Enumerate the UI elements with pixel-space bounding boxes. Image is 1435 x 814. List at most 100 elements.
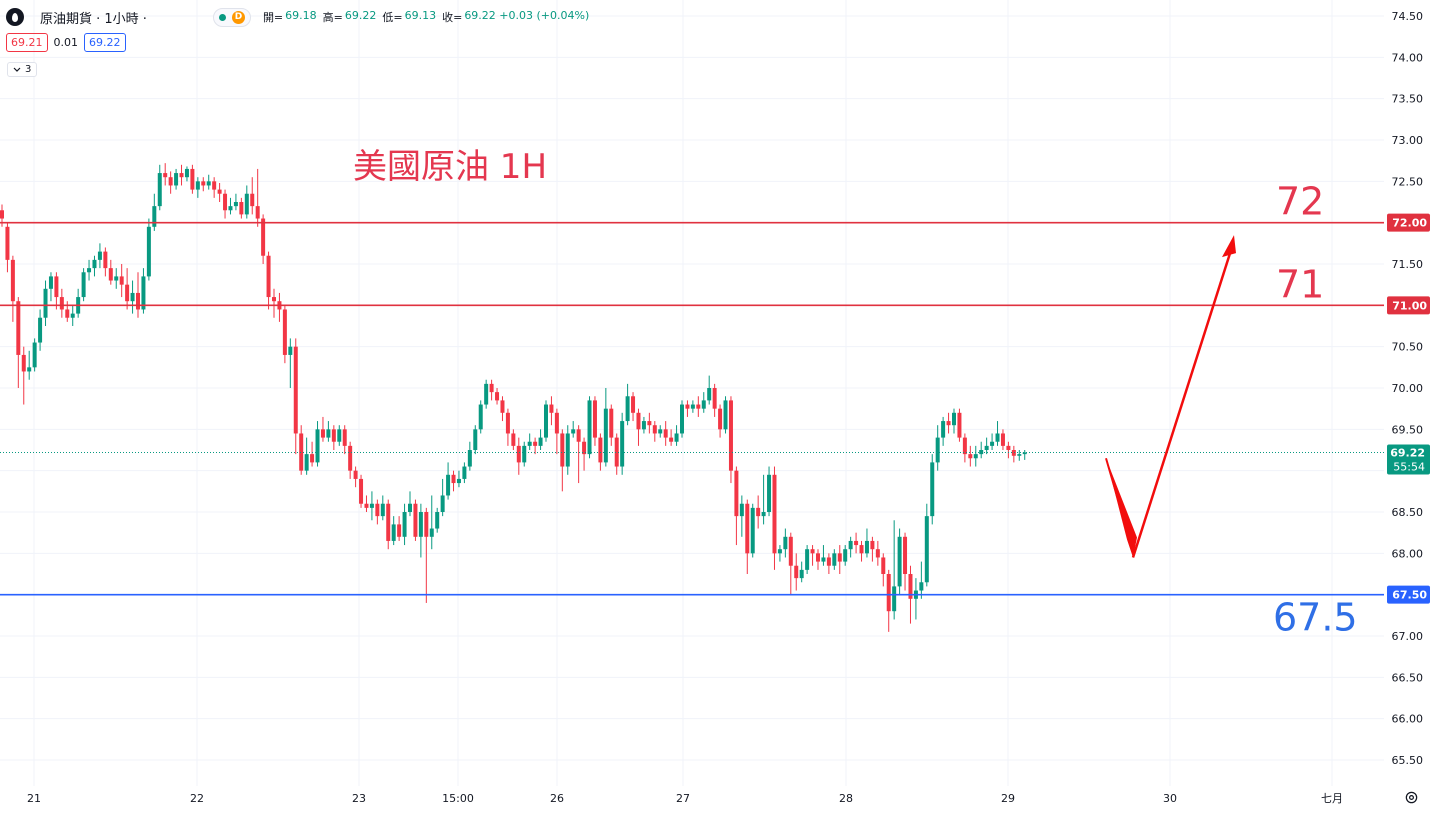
- candle-body: [816, 553, 820, 562]
- candle-body: [315, 429, 320, 463]
- last-price-label: 69.22: [1390, 446, 1425, 459]
- high-label: 高=: [322, 11, 343, 24]
- candle-body: [369, 503, 374, 508]
- ohlc-legend: 開= 69.18 高= 69.22 低= 69.13 收= 69.22 +0.03 (+…: [263, 9, 593, 25]
- horizontal-lines: [0, 221, 1384, 596]
- chevron-down-icon: [13, 67, 21, 72]
- candle-body: [783, 536, 788, 550]
- x-tick-label: 23: [352, 792, 366, 805]
- y-tick-label: 65.50: [1392, 754, 1424, 767]
- candle-body: [870, 540, 875, 550]
- x-tick-label: 22: [190, 792, 204, 805]
- candle-body: [467, 450, 472, 467]
- candle-body: [897, 536, 902, 587]
- candle-body: [244, 193, 249, 215]
- candle-body: [103, 251, 108, 269]
- candle-body: [348, 445, 353, 471]
- candle-body: [168, 177, 173, 186]
- candle-body: [777, 549, 782, 554]
- candle-body: [924, 516, 929, 583]
- market-open-dot: [218, 13, 226, 21]
- candle-body: [440, 495, 445, 512]
- x-tick-label: 七月: [1321, 792, 1343, 805]
- candle-body: [794, 565, 799, 579]
- candle-body: [995, 433, 1000, 442]
- candle-body: [359, 478, 364, 504]
- y-tick-label: 68.00: [1392, 547, 1424, 560]
- candle-body: [598, 437, 603, 463]
- settings-icon[interactable]: [1404, 790, 1419, 805]
- candle-body: [620, 421, 625, 467]
- candle-body: [701, 400, 706, 409]
- candle-body: [788, 536, 793, 566]
- candle-body: [663, 429, 668, 438]
- high-value: 69.22: [344, 9, 377, 22]
- candle-body: [386, 503, 391, 541]
- countdown-label: 55:54: [1393, 460, 1425, 473]
- y-tick-label: 70.00: [1392, 382, 1424, 395]
- candle-body: [10, 259, 15, 302]
- candle-body: [723, 400, 728, 430]
- sell-price-button[interactable]: 69.21: [6, 33, 48, 52]
- candle-body: [282, 309, 287, 355]
- indicators-toggle-button[interactable]: 3: [7, 62, 38, 77]
- candle-body: [424, 512, 429, 537]
- candle-body: [190, 168, 195, 190]
- price-axis[interactable]: 74.50 74.00 73.50 73.00 72.50 72.00 71.50 71.00…: [1387, 10, 1430, 767]
- market-status-pill[interactable]: D: [212, 7, 251, 27]
- candle-body: [233, 202, 238, 207]
- candle-body: [761, 512, 766, 517]
- candle-body: [952, 412, 956, 426]
- candle-body: [212, 181, 217, 190]
- candle-body: [685, 404, 690, 409]
- symbol-title[interactable]: 原油期貨 · 1小時 ·: [40, 11, 147, 27]
- candles: [0, 163, 1027, 632]
- candle-body: [201, 181, 206, 186]
- buy-price-button[interactable]: 69.22: [84, 33, 126, 52]
- candle-body: [756, 507, 761, 517]
- price-tag-label: 72.00: [1392, 217, 1427, 230]
- candle-body: [560, 433, 565, 467]
- delayed-badge: D: [231, 10, 245, 24]
- y-tick-label: 66.50: [1392, 671, 1424, 684]
- y-tick-label: 69.50: [1392, 423, 1424, 436]
- candle-body: [919, 582, 924, 591]
- candle-body: [179, 173, 184, 178]
- candle-body: [391, 524, 396, 541]
- candle-body: [511, 433, 516, 446]
- y-tick-label: 73.50: [1392, 93, 1424, 106]
- candle-body: [647, 421, 652, 426]
- candle-body: [631, 396, 636, 413]
- candle-body: [527, 441, 532, 446]
- candle-body: [462, 466, 467, 479]
- candle-body: [957, 412, 962, 438]
- candle-body: [326, 429, 331, 438]
- candle-body: [696, 404, 701, 409]
- y-tick-label: 74.00: [1392, 51, 1424, 64]
- candle-body: [250, 193, 255, 207]
- candle-body: [533, 441, 538, 446]
- candle-body: [571, 429, 576, 434]
- candle-body: [1000, 433, 1005, 446]
- candle-body: [886, 574, 891, 612]
- y-tick-label: 66.00: [1392, 713, 1424, 726]
- chart-header: 原油期貨 · 1小時 · D 開= 69.18 高= 69.22 低= 69.13 收…: [6, 6, 593, 28]
- candle-body: [990, 441, 995, 446]
- arrow-down-leg: [1105, 457, 1133, 548]
- candle-body: [304, 454, 309, 471]
- candle-body: [843, 549, 848, 562]
- candle-body: [1011, 450, 1016, 456]
- y-tick-label: 67.00: [1392, 630, 1424, 643]
- candle-body: [854, 540, 859, 546]
- y-tick-label: 68.50: [1392, 506, 1424, 519]
- candle-body: [826, 557, 831, 566]
- candle-body: [435, 512, 440, 529]
- candle-body: [239, 202, 244, 215]
- candle-body: [217, 189, 222, 194]
- candle-body: [21, 354, 26, 372]
- time-axis[interactable]: 21 22 23 15:00 26 27 28 29 30 七月: [27, 792, 1343, 805]
- candle-body: [582, 441, 587, 455]
- y-tick-label: 73.00: [1392, 134, 1424, 147]
- candle-body: [413, 503, 418, 537]
